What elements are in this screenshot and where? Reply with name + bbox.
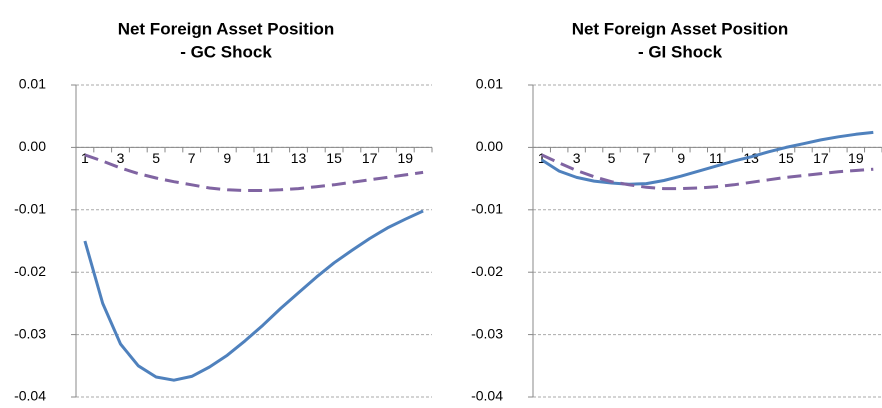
x-tick-label: 17 <box>362 150 378 166</box>
x-tick-label: 3 <box>117 150 125 166</box>
y-tick-label: 0.00 <box>476 138 503 154</box>
y-tick-label: 0.01 <box>476 76 503 92</box>
series-line <box>83 209 424 382</box>
y-tick-label: -0.04 <box>14 388 46 404</box>
x-tick-label: 11 <box>256 150 271 166</box>
x-tick-label: 9 <box>677 150 685 166</box>
chart-title: - GI Shock <box>638 42 723 61</box>
y-tick-label: 0.00 <box>19 138 46 154</box>
x-tick-label: 3 <box>573 150 581 166</box>
y-tick-label: -0.03 <box>471 325 503 341</box>
x-tick-label: 7 <box>643 150 651 166</box>
y-tick-label: -0.02 <box>14 263 46 279</box>
x-tick-label: 1 <box>538 150 546 166</box>
y-tick-label: -0.04 <box>471 388 503 404</box>
series-line <box>540 130 874 186</box>
x-tick-label: 5 <box>152 150 160 166</box>
x-tick-label: 19 <box>398 150 414 166</box>
x-tick-label: 15 <box>326 150 342 166</box>
chart-title: - GC Shock <box>180 42 272 61</box>
y-tick-label: -0.02 <box>471 263 503 279</box>
y-tick-label: -0.01 <box>471 201 503 217</box>
x-tick-label: 19 <box>848 150 864 166</box>
y-tick-label: -0.01 <box>14 201 46 217</box>
y-tick-label: 0.01 <box>19 76 46 92</box>
x-tick-label: 11 <box>709 150 724 166</box>
x-tick-label: 5 <box>608 150 616 166</box>
chart-title: Net Foreign Asset Position <box>572 19 789 38</box>
x-tick-label: 9 <box>223 150 231 166</box>
x-tick-label: 17 <box>813 150 829 166</box>
y-tick-label: -0.03 <box>14 325 46 341</box>
x-tick-label: 13 <box>291 150 307 166</box>
chart-title: Net Foreign Asset Position <box>118 19 335 38</box>
series-line <box>541 153 874 191</box>
x-tick-label: 1 <box>81 150 89 166</box>
series-line <box>84 153 424 192</box>
x-tick-label: 15 <box>778 150 794 166</box>
x-tick-label: 7 <box>188 150 196 166</box>
